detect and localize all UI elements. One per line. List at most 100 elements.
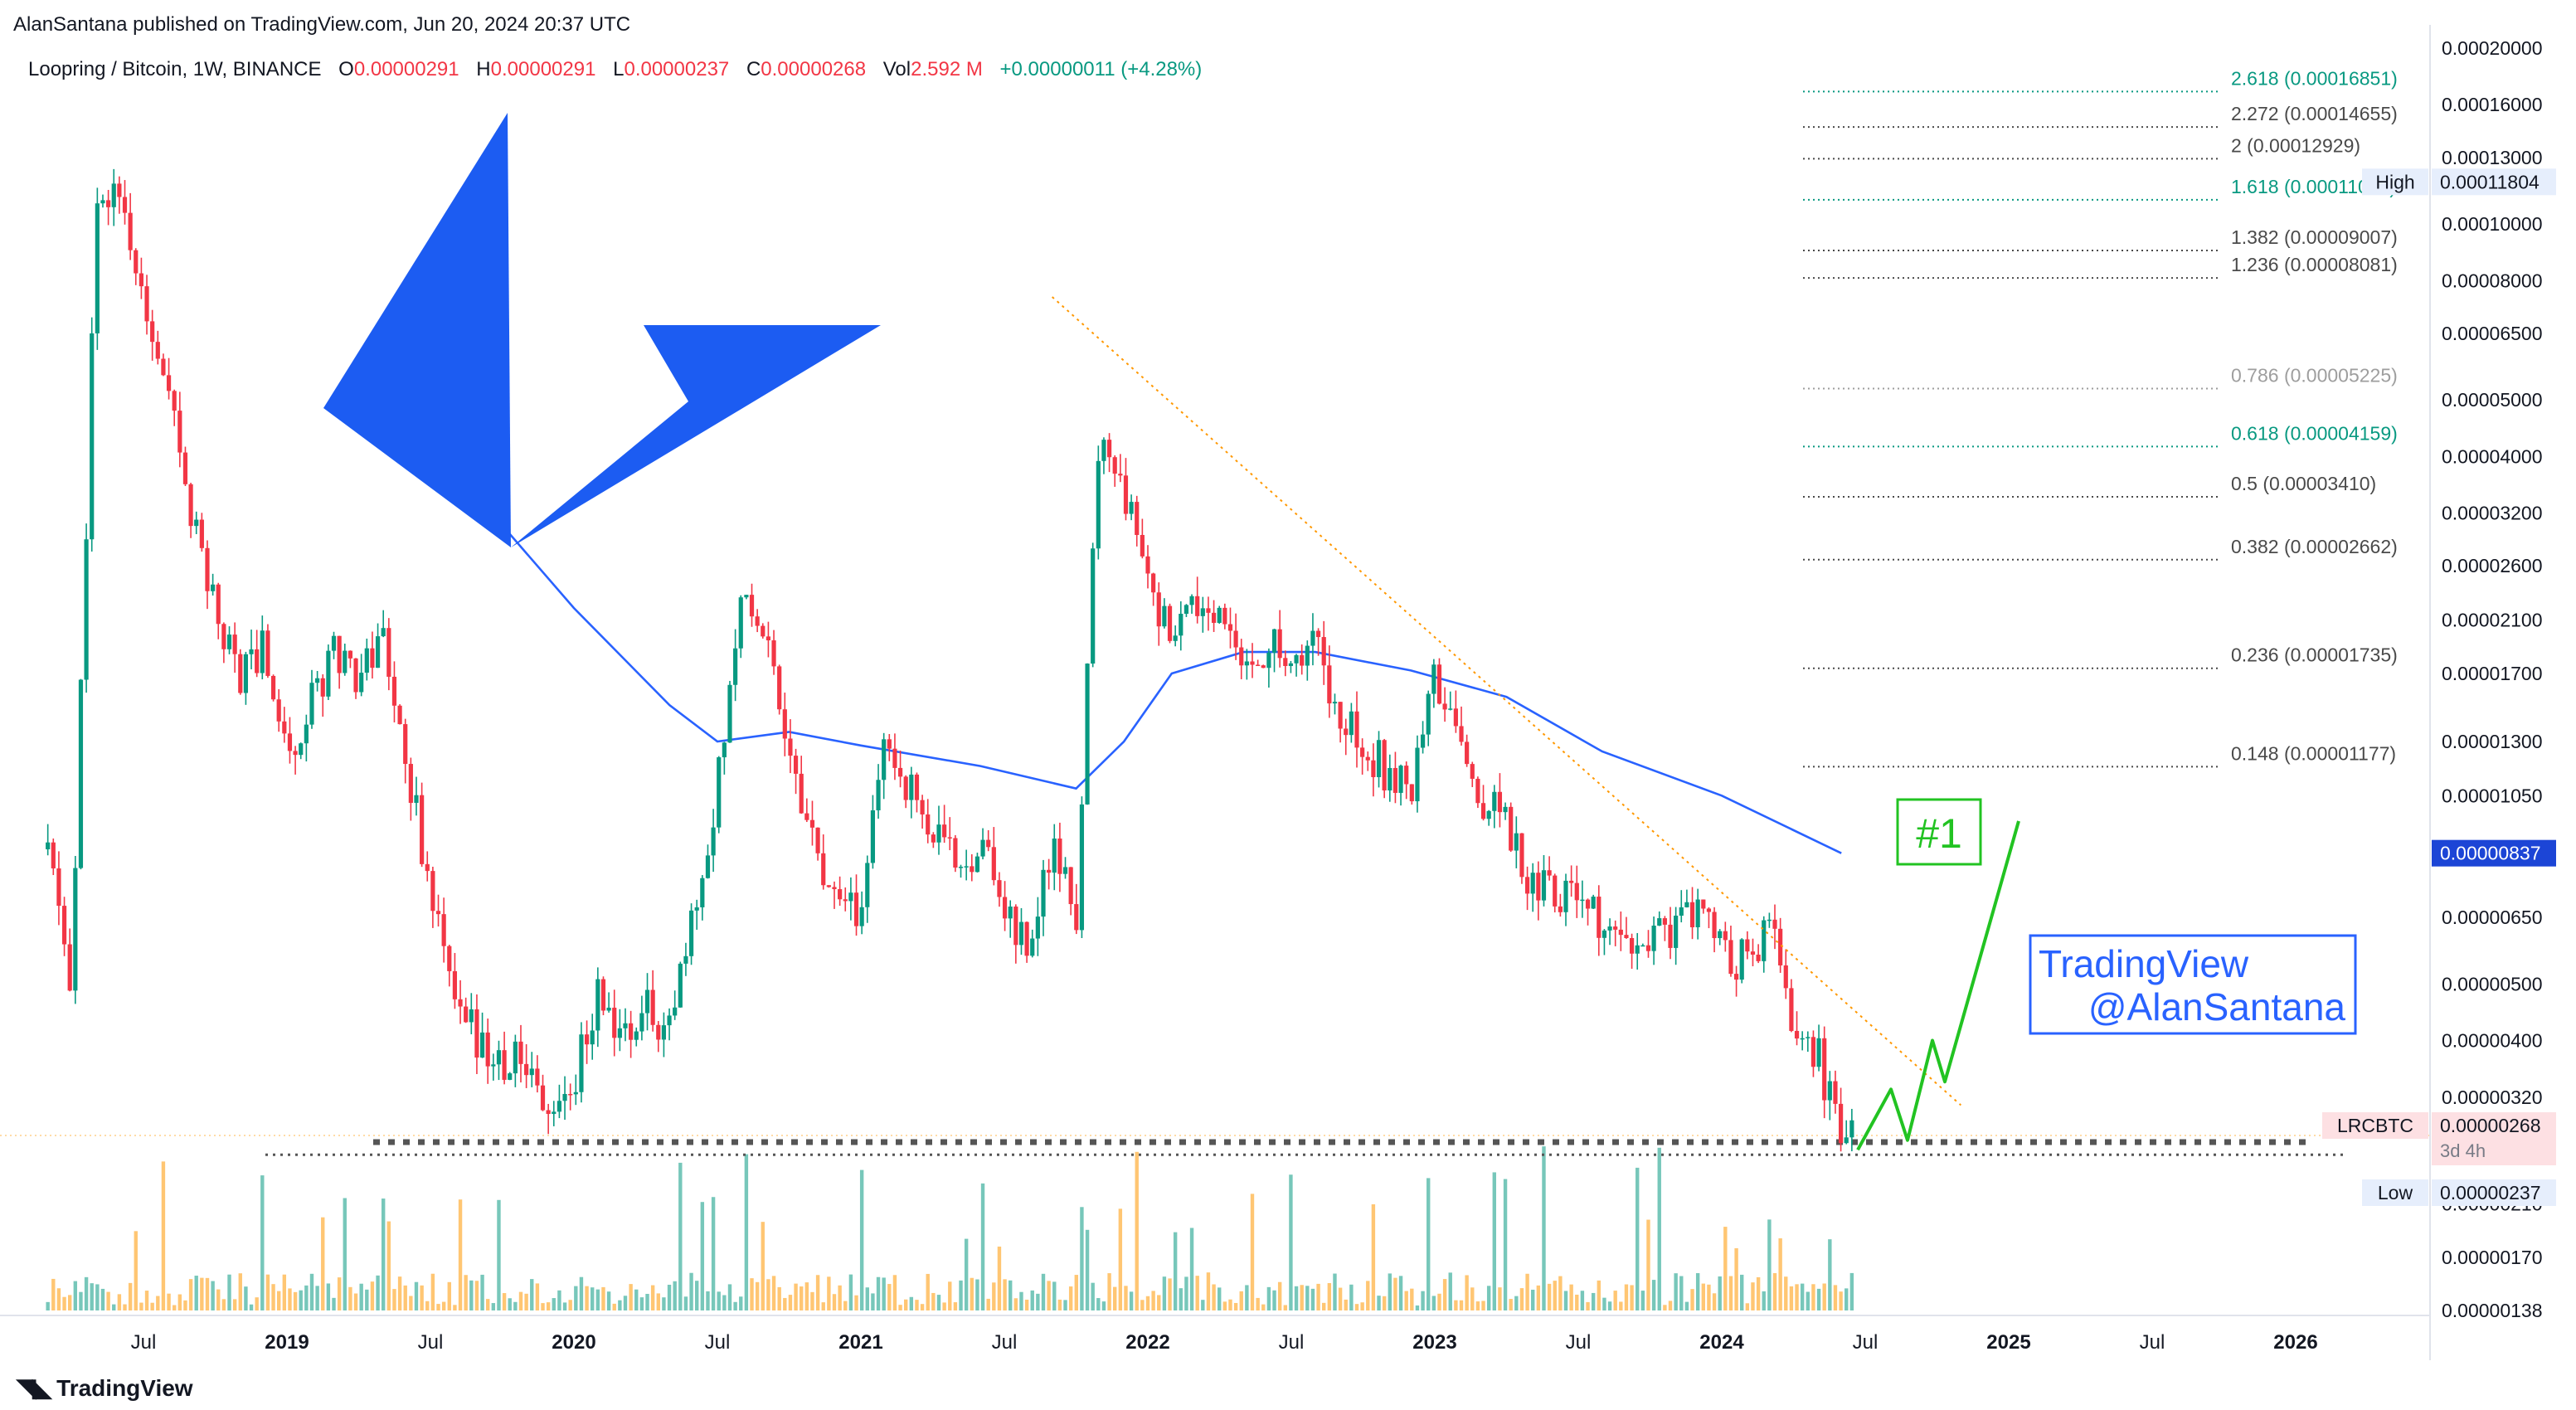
volume-bar [1789,1286,1794,1310]
candle-body [128,212,133,250]
candle-body [1597,897,1601,938]
volume-bar [90,1283,94,1310]
candle-body [1514,833,1519,851]
close-label: C [746,58,761,80]
candle-body [293,751,298,756]
volume-bar [739,1296,743,1310]
volume-bar [1701,1283,1705,1310]
volume-bar [1663,1305,1667,1310]
volume-bar [541,1303,545,1310]
candle-body [1244,661,1249,666]
price-tick-label: 0.00006500 [2442,323,2543,344]
candle-body [238,654,243,693]
price-chart[interactable]: 2.618 (0.00016851) 2.272 (0.00014655) 2 (0… [0,0,2576,1360]
high-label: H [476,58,491,80]
volume-bar [194,1276,198,1310]
volume-bar [1212,1284,1216,1310]
volume-bar [1542,1146,1546,1310]
candle-body [343,650,348,673]
volume-bar [51,1278,56,1310]
candle-body [1816,1038,1821,1067]
candle-body [1530,873,1535,894]
volume-label: Vol [882,58,911,80]
candle-body [1360,747,1365,757]
volume-bar [650,1285,655,1310]
volume-bar [299,1290,303,1310]
volume-bar [128,1282,133,1310]
volume-bar [1486,1286,1491,1310]
volume-bar [370,1281,375,1310]
candle-body [931,834,936,843]
trend-line [1052,296,1961,1106]
candle-body [1778,928,1783,965]
candle-body [914,774,920,800]
candle-body [1833,1081,1838,1104]
candle-body [1376,740,1382,777]
candle-body [326,650,331,697]
candle-body [1783,965,1788,989]
volume-bar [992,1282,996,1310]
candle-body [936,824,941,843]
candle-body [67,944,72,991]
volume-bar [859,1169,864,1310]
volume-bar [909,1296,914,1310]
candle-body [1684,902,1689,907]
volume-bar [227,1274,231,1310]
volume-bar [975,1279,979,1310]
candle-body [1283,658,1288,666]
volume-bar [1740,1274,1744,1310]
volume-bar [744,1154,749,1310]
candle-body [1679,907,1684,916]
volume-bar [612,1303,616,1310]
candle-body [1041,869,1046,917]
volume-bar [1151,1291,1155,1310]
volume-bar [282,1274,287,1310]
volume-bar [1261,1304,1266,1310]
volume-bar [1129,1291,1134,1310]
candle-body [804,813,809,820]
volume-bar [144,1291,149,1310]
volume-bar [645,1293,649,1310]
candle-body [1365,756,1370,761]
volume-bar [1009,1280,1013,1310]
candle-body [1574,882,1579,901]
candle-body [1613,926,1618,930]
volume-bar [1013,1298,1018,1310]
candle-body [1563,880,1568,912]
candle-body [1415,747,1420,802]
volume-bar [1316,1283,1320,1310]
volume-bar [1388,1273,1392,1310]
annotations: #1 TradingView@AlanSantana [1896,798,2357,1035]
candle-body [761,625,766,637]
fib-label: 2.618 (0.00016851) [2231,67,2398,89]
tradingview-brand[interactable]: ◥◣ TradingView [17,1374,193,1403]
watermark-line2: @AlanSantana [2088,985,2346,1028]
badge-label: Low [2378,1182,2413,1203]
candle-body [51,842,56,869]
candle-body [1052,838,1057,873]
volume-bar [1800,1283,1805,1310]
candle-body [815,827,820,853]
volume-bar [425,1301,430,1310]
candle-body [1200,608,1205,616]
volume-bar [1173,1232,1178,1310]
candle-body [458,999,463,1007]
candle-body [953,838,958,868]
watermark-box [2029,934,2357,1035]
candle-body [491,1064,496,1067]
volume-bar [56,1288,61,1310]
candle-body [270,675,276,700]
volume-bar [486,1299,490,1310]
volume-bar [1410,1288,1414,1310]
volume-bar [1421,1291,1425,1310]
candle-body [221,624,226,649]
volume-bar [150,1302,154,1310]
candle-body [331,635,337,651]
candle-body [381,628,386,637]
volume-bar [1107,1273,1111,1310]
volume-bar [1756,1276,1761,1310]
volume-bar [447,1281,451,1310]
volume-bar [453,1305,457,1310]
candle-body [1767,919,1772,921]
candle-body [1762,920,1767,961]
